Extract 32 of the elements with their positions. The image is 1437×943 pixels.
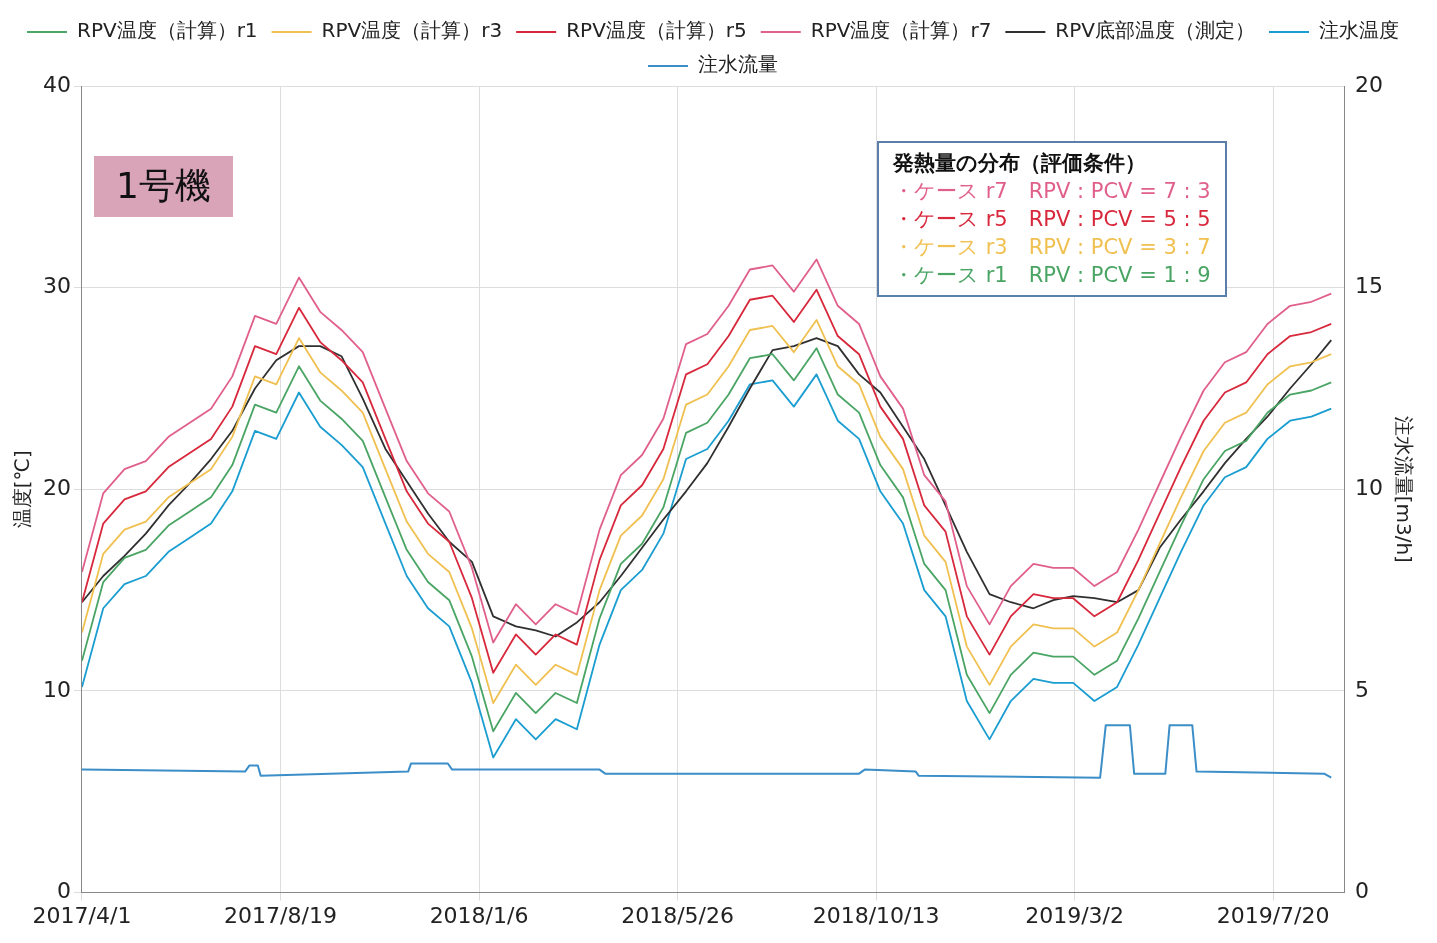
y2-tick-label: 0: [1355, 878, 1370, 904]
x-tick-label: 2018/1/6: [429, 902, 529, 928]
legend-label: 注水流量: [698, 52, 778, 77]
y-tick-label: 20: [42, 475, 71, 501]
x-tick-label: 2018/10/13: [812, 902, 940, 928]
legend-label: RPV温度（計算）r1: [77, 18, 258, 43]
annotation: 1号機: [93, 156, 233, 217]
y-tick-label: 0: [56, 878, 71, 904]
y-tick-label: 30: [42, 273, 71, 299]
legend-label: RPV温度（計算）r7: [810, 18, 992, 43]
x-tick-label: 2018/5/26: [621, 902, 734, 928]
y-tick-label: 10: [42, 676, 71, 702]
x-tick-label: 2019/3/2: [1025, 902, 1124, 928]
y2-tick-label: 15: [1355, 273, 1384, 299]
y2-tick-label: 20: [1355, 71, 1384, 97]
annotation: ・ケース r5 RPV : PCV = 5 : 5: [893, 206, 1211, 233]
annotation: 発熱量の分布（評価条件）: [893, 150, 1148, 177]
x-tick-label: 2017/4/1: [32, 902, 132, 928]
legend-label: 注水温度: [1318, 18, 1399, 43]
legend-label: RPV温度（計算）r3: [321, 18, 503, 43]
y-tick-label: 40: [42, 71, 71, 97]
y2-tick-label: 10: [1355, 475, 1384, 501]
x-tick-label: 2019/7/20: [1216, 902, 1330, 928]
legend-label: RPV底部温度（測定）: [1055, 18, 1255, 43]
x-tick-label: 2017/8/19: [224, 902, 337, 928]
annotation: ・ケース r1 RPV : PCV = 1 : 9: [893, 262, 1211, 289]
y-axis-title: 温度[℃]: [10, 450, 35, 529]
annotation: ・ケース r3 RPV : PCV = 3 : 7: [893, 234, 1211, 261]
y2-axis-title: 注水流量[m3/h]: [1391, 415, 1416, 563]
y2-tick-label: 5: [1355, 676, 1370, 702]
annotation: ・ケース r7 RPV : PCV = 7 : 3: [893, 178, 1211, 205]
legend-label: RPV温度（計算）r5: [566, 18, 747, 43]
